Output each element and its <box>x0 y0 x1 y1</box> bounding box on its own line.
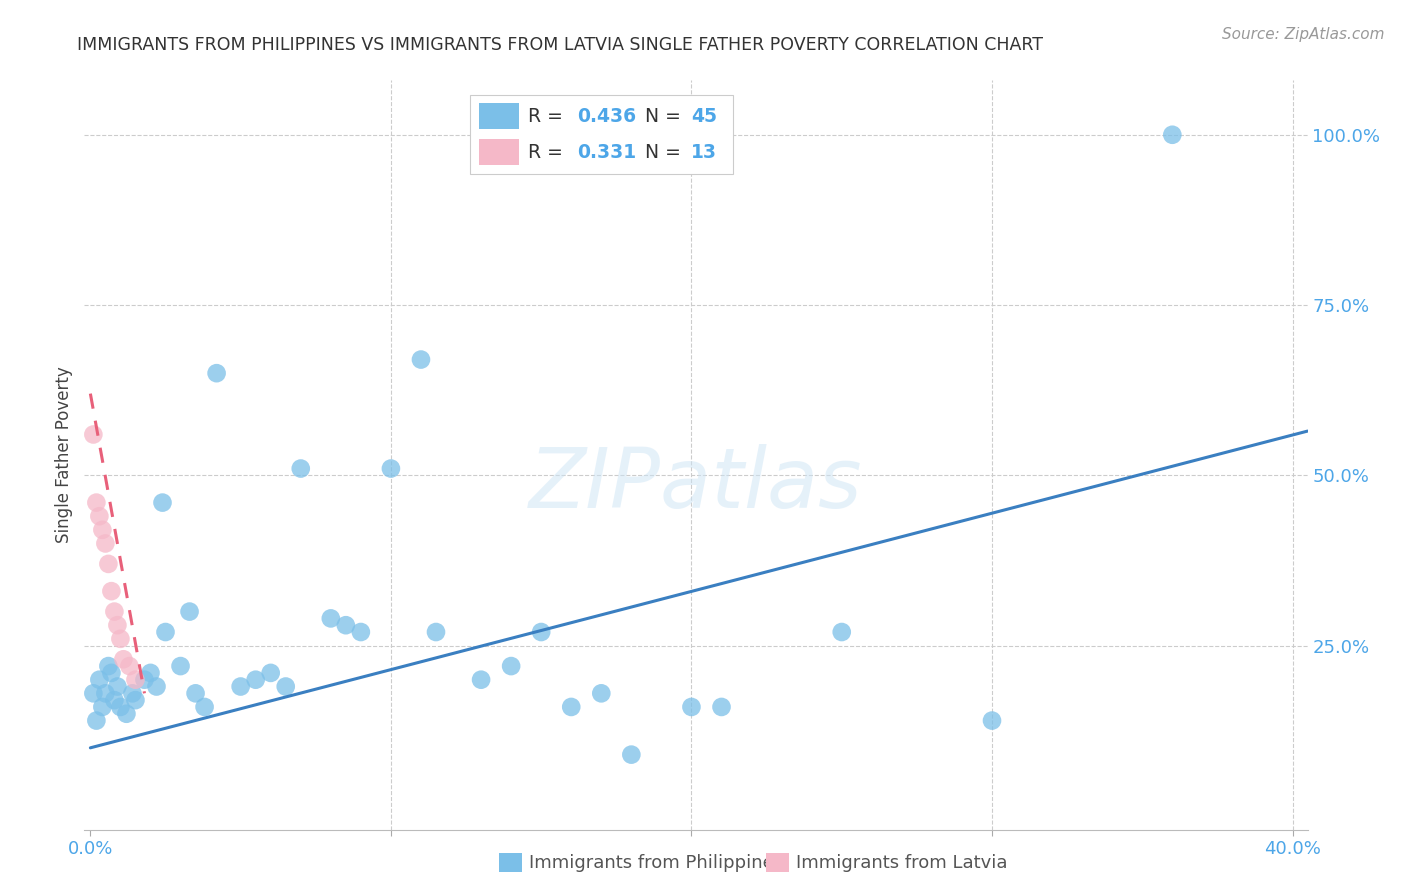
Point <box>91 700 114 714</box>
Point <box>124 693 146 707</box>
Point <box>530 625 553 640</box>
Point <box>97 557 120 571</box>
Point <box>560 700 582 714</box>
Point <box>89 673 111 687</box>
Point <box>205 366 228 380</box>
Point <box>409 352 432 367</box>
Point <box>103 693 125 707</box>
Text: Immigrants from Philippines: Immigrants from Philippines <box>529 854 783 871</box>
Point <box>260 665 283 680</box>
Point <box>86 495 108 509</box>
Point <box>470 673 492 687</box>
Point <box>501 659 523 673</box>
Point <box>89 509 111 524</box>
Text: Immigrants from Latvia: Immigrants from Latvia <box>796 854 1007 871</box>
Point <box>229 680 252 694</box>
Point <box>94 686 117 700</box>
Point <box>100 665 122 680</box>
Point <box>681 700 703 714</box>
Point <box>124 673 146 687</box>
Point <box>118 659 141 673</box>
Point <box>139 665 162 680</box>
Text: 45: 45 <box>692 107 717 126</box>
Point <box>107 618 129 632</box>
Point <box>97 659 120 673</box>
Point <box>710 700 733 714</box>
Point <box>425 625 447 640</box>
FancyBboxPatch shape <box>479 139 519 165</box>
Point <box>145 680 167 694</box>
Point <box>350 625 373 640</box>
Text: ZIPatlas: ZIPatlas <box>529 444 863 525</box>
Point <box>82 427 104 442</box>
Text: R =: R = <box>529 107 569 126</box>
Point <box>110 632 132 646</box>
Point <box>107 680 129 694</box>
Point <box>115 706 138 721</box>
Text: N =: N = <box>644 107 686 126</box>
Text: R =: R = <box>529 143 569 161</box>
Point <box>152 495 174 509</box>
Point <box>103 605 125 619</box>
Point <box>194 700 217 714</box>
Text: 13: 13 <box>692 143 717 161</box>
Point <box>591 686 613 700</box>
Point <box>831 625 853 640</box>
FancyBboxPatch shape <box>470 95 733 174</box>
Point <box>380 461 402 475</box>
Text: 0.436: 0.436 <box>578 107 637 126</box>
Point <box>319 611 342 625</box>
Point <box>86 714 108 728</box>
Point <box>620 747 643 762</box>
Point <box>134 673 156 687</box>
Point <box>112 652 135 666</box>
Text: IMMIGRANTS FROM PHILIPPINES VS IMMIGRANTS FROM LATVIA SINGLE FATHER POVERTY CORR: IMMIGRANTS FROM PHILIPPINES VS IMMIGRANT… <box>77 36 1043 54</box>
Point <box>245 673 267 687</box>
Point <box>91 523 114 537</box>
Point <box>290 461 312 475</box>
Point <box>184 686 207 700</box>
Point <box>169 659 191 673</box>
Point <box>100 584 122 599</box>
Point <box>94 536 117 550</box>
Point <box>335 618 357 632</box>
Point <box>82 686 104 700</box>
Point <box>981 714 1004 728</box>
Text: 0.331: 0.331 <box>578 143 637 161</box>
Text: N =: N = <box>644 143 686 161</box>
FancyBboxPatch shape <box>479 103 519 129</box>
Point <box>121 686 143 700</box>
Point <box>179 605 201 619</box>
Point <box>274 680 297 694</box>
Y-axis label: Single Father Poverty: Single Father Poverty <box>55 367 73 543</box>
Point <box>1161 128 1184 142</box>
Point <box>155 625 177 640</box>
Text: Source: ZipAtlas.com: Source: ZipAtlas.com <box>1222 27 1385 42</box>
Point <box>110 700 132 714</box>
